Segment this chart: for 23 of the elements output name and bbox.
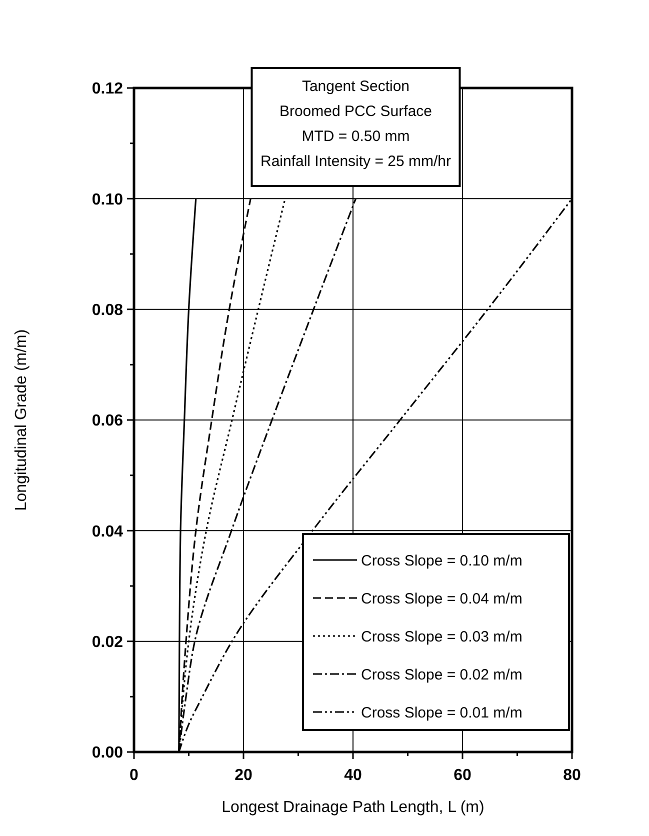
- annotation: MTD = 0.50 mm: [302, 128, 410, 145]
- y-tick-label: 0.08: [92, 302, 124, 319]
- legend-label: Cross Slope = 0.04 m/m: [361, 590, 522, 608]
- annotation: Tangent Section: [302, 78, 410, 95]
- legend-label: Cross Slope = 0.02 m/m: [361, 666, 522, 684]
- y-tick-label: 0.10: [92, 191, 124, 208]
- x-tick-label: 80: [563, 767, 581, 784]
- y-tick-label: 0.12: [92, 80, 124, 98]
- y-tick-label: 0.06: [92, 412, 124, 430]
- legend-label: Cross Slope = 0.10 m/m: [361, 552, 522, 570]
- x-tick-label: 60: [454, 767, 472, 784]
- x-axis-title: Longest Drainage Path Length, L (m): [222, 799, 484, 816]
- x-tick-label: 40: [344, 767, 362, 784]
- legend-label: Cross Slope = 0.01 m/m: [361, 704, 522, 722]
- y-tick-label: 0.02: [92, 634, 124, 651]
- annotation: Broomed PCC Surface: [279, 103, 432, 120]
- x-tick-label: 0: [130, 767, 139, 784]
- x-tick-label: 20: [234, 767, 252, 784]
- y-tick-label: 0.00: [92, 744, 124, 762]
- legend-label: Cross Slope = 0.03 m/m: [361, 628, 522, 646]
- y-tick-label: 0.04: [92, 523, 124, 540]
- annotation: Rainfall Intensity = 25 mm/hr: [260, 153, 451, 170]
- y-axis-title: Longitudinal Grade (m/m): [13, 329, 30, 511]
